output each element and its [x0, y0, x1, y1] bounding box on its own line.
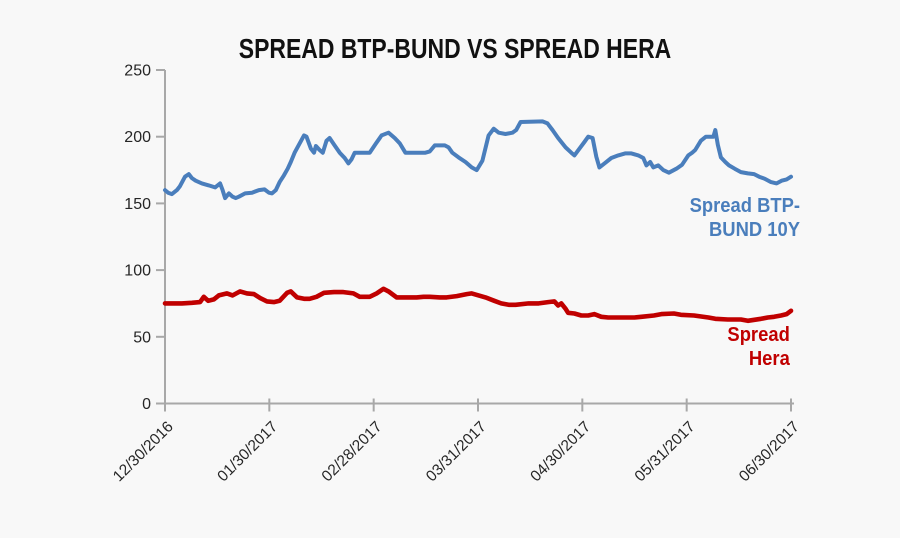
y-tick-label: 100	[124, 263, 151, 280]
y-tick-label: 0	[142, 396, 151, 413]
series-label-btp-bund: Spread BTP- BUND 10Y	[689, 195, 800, 241]
x-tick-label: 04/30/2017	[527, 418, 594, 485]
hera-line-series	[162, 286, 794, 324]
y-tick-label: 150	[124, 196, 151, 213]
x-tick-label: 05/31/2017	[632, 418, 699, 485]
y-tick-label: 250	[124, 63, 151, 80]
chart-title: SPREAD BTP-BUND VS SPREAD HERA	[238, 33, 672, 64]
y-tick-label: 200	[124, 129, 151, 146]
y-tick-label: 50	[133, 329, 151, 346]
x-tick-label: 02/28/2017	[319, 418, 386, 485]
x-tick-label: 06/30/2017	[736, 418, 803, 485]
x-tick-label: 12/30/2016	[110, 418, 177, 485]
x-tick-label: 01/30/2017	[214, 418, 281, 485]
series-label-hera: Spread Hera	[727, 324, 790, 370]
x-tick-label: 03/31/2017	[423, 418, 490, 485]
btp-bund-line-series	[163, 119, 793, 201]
